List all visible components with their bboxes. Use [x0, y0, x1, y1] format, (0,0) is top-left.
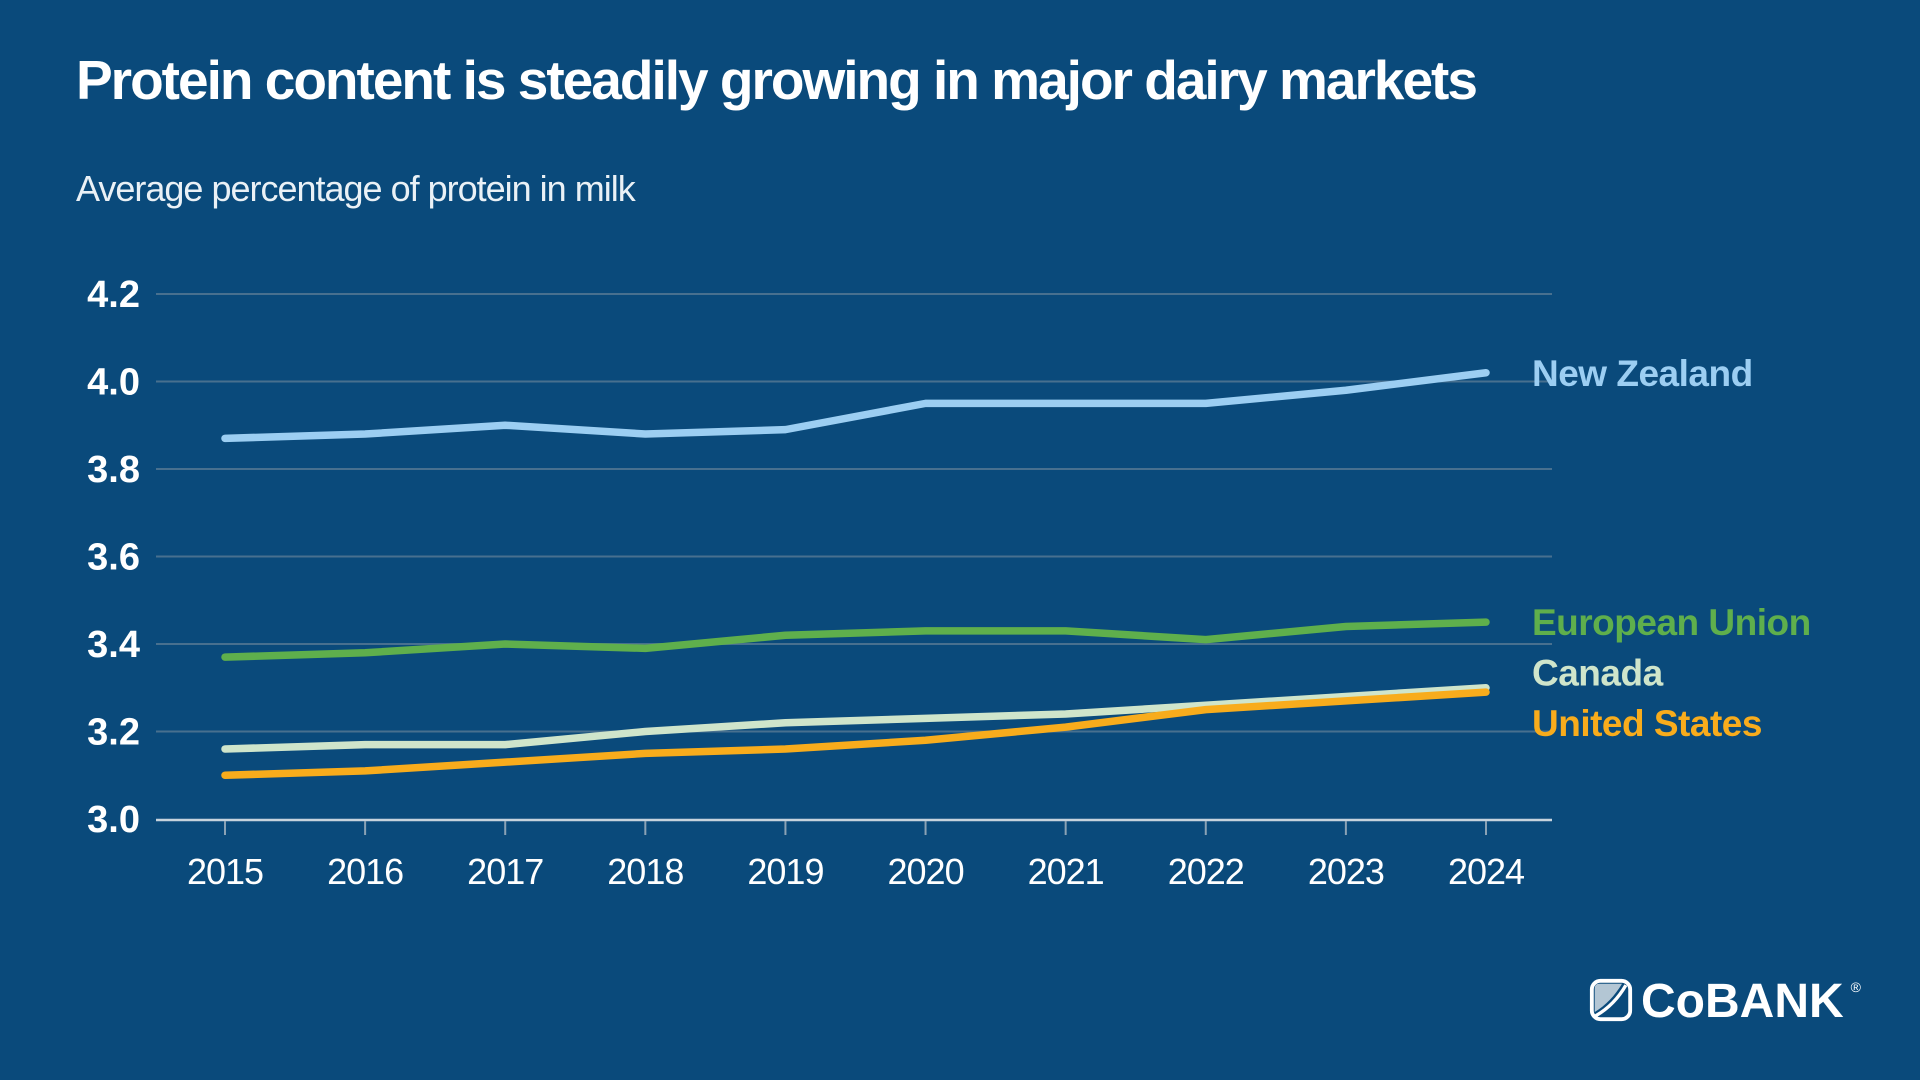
series-line-united-states — [221, 688, 1490, 779]
series-line-new-zealand — [221, 369, 1490, 443]
cobank-logo: CoBANK ® — [1588, 976, 1861, 1028]
legend-label-united-states: United States — [1532, 703, 1762, 744]
y-axis-tick-label: 3.0 — [87, 799, 140, 841]
y-axis-tick-label: 3.8 — [87, 449, 140, 491]
cobank-diagonal-square-icon — [1589, 978, 1633, 1022]
x-axis-tick-label: 2017 — [467, 851, 543, 892]
registered-mark: ® — [1850, 979, 1861, 995]
chart-subtitle: Average percentage of protein in milk — [76, 168, 636, 209]
y-axis-tick-label: 4.0 — [87, 362, 140, 404]
series-line-canada — [221, 684, 1490, 753]
x-axis-tick-label: 2019 — [747, 851, 823, 892]
x-axis-tick-label: 2018 — [607, 851, 683, 892]
x-axis-tick-label: 2023 — [1308, 851, 1384, 892]
y-axis-tick-label: 3.6 — [87, 537, 140, 579]
x-axis-tick-label: 2022 — [1168, 851, 1244, 892]
series-line-european-union — [221, 618, 1490, 661]
x-axis-tick-label: 2016 — [327, 851, 403, 892]
cobank-logo-text: CoBANK — [1641, 975, 1844, 1028]
y-axis-tick-label: 4.2 — [87, 274, 140, 316]
y-axis-tick-label: 3.4 — [87, 624, 140, 666]
x-axis-tick-label: 2024 — [1448, 851, 1524, 892]
legend-label-canada: Canada — [1532, 652, 1664, 693]
y-axis-tick-label: 3.2 — [87, 712, 140, 754]
legend-label-european-union: European Union — [1532, 602, 1811, 643]
x-axis-tick-label: 2015 — [187, 851, 263, 892]
x-axis-tick-label: 2021 — [1028, 851, 1104, 892]
legend-label-new-zealand: New Zealand — [1532, 353, 1753, 394]
page-title: Protein content is steadily growing in m… — [76, 49, 1478, 111]
x-axis-tick-label: 2020 — [888, 851, 964, 892]
